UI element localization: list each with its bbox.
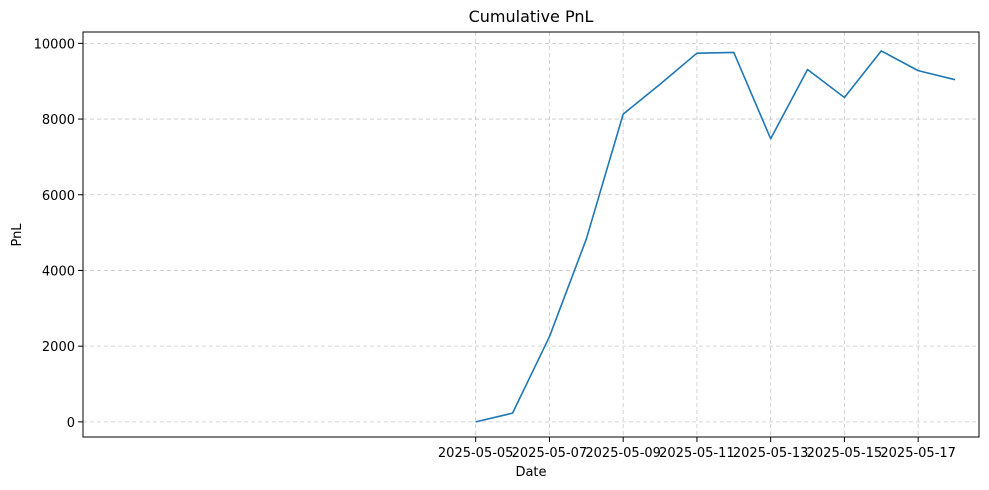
x-tick-label: 2025-05-11 [659, 446, 735, 461]
x-tick-label: 2025-05-13 [733, 446, 809, 461]
y-axis-label: PnL [10, 223, 25, 247]
y-tick-label: 0 [67, 416, 75, 431]
ticks: 2025-05-052025-05-072025-05-092025-05-11… [34, 37, 956, 461]
x-tick-label: 2025-05-05 [438, 446, 514, 461]
chart-title: Cumulative PnL [469, 7, 594, 26]
y-tick-label: 6000 [42, 189, 75, 204]
y-tick-label: 10000 [34, 37, 75, 52]
series-layer [475, 50, 956, 423]
y-tick-label: 2000 [42, 340, 75, 355]
x-axis-label: Date [515, 465, 546, 480]
grid [83, 32, 979, 437]
plot-frame [82, 31, 980, 438]
y-tick-label: 8000 [42, 113, 75, 128]
x-tick-label: 2025-05-15 [807, 446, 883, 461]
x-tick-label: 2025-05-17 [880, 446, 956, 461]
x-tick-label: 2025-05-07 [512, 446, 588, 461]
pnl-series-line [475, 50, 956, 423]
x-tick-label: 2025-05-09 [585, 446, 661, 461]
y-tick-label: 4000 [42, 264, 75, 279]
